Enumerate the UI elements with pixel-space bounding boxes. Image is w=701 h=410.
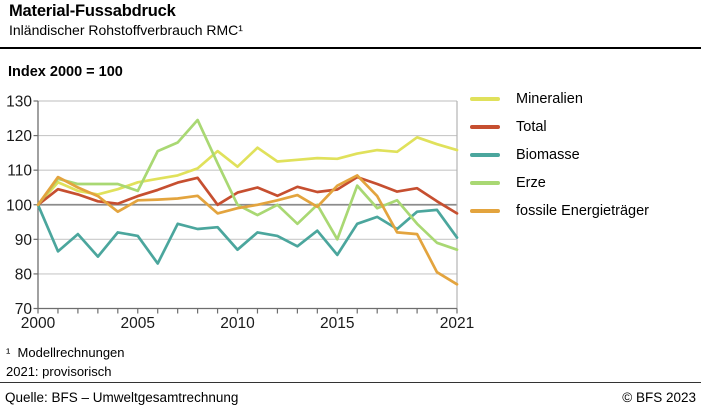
index-label: Index 2000 = 100 [8,64,123,80]
footer-divider [0,382,701,383]
erze-line-swatch [470,181,500,185]
x-tick-label: 2021 [440,315,474,332]
footnotes: ¹ Modellrechnungen 2021: provisorisch [6,343,125,381]
legend-label: fossile Energieträger [516,203,649,219]
fossile-line-swatch [470,209,500,213]
y-tick-label: 120 [6,128,32,145]
series-line-mineralien [36,135,459,207]
y-tick-label: 80 [15,266,33,283]
legend-label: Mineralien [516,91,583,107]
mineralien-line-swatch [470,97,500,101]
legend-item-mineralien: Mineralien [470,85,649,113]
legend-label: Total [516,119,547,135]
x-tick-label: 2010 [220,315,255,332]
y-tick-label: 130 [6,94,32,111]
legend-label: Erze [516,175,546,191]
x-tick-label: 2015 [320,315,354,332]
series-line-erze [36,118,459,252]
chart-legend: Mineralien Total Biomasse Erze fossile E… [470,85,649,225]
legend-item-fossile: fossile Energieträger [470,197,649,225]
footer: Quelle: BFS – Umweltgesamtrechnung © BFS… [0,390,701,405]
y-tick-label: 100 [6,197,32,214]
legend-item-total: Total [470,113,649,141]
biomasse-line-swatch [470,153,500,157]
legend-item-erze: Erze [470,169,649,197]
source-text: Quelle: BFS – Umweltgesamtrechnung [5,390,239,405]
page-subtitle: Inländischer Rohstoffverbrauch RMC¹ [9,22,243,38]
series-line-biomasse [36,203,459,265]
copyright-text: © BFS 2023 [622,390,696,405]
y-tick-label: 90 [15,232,33,249]
legend-label: Biomasse [516,147,580,163]
header-divider [0,47,701,49]
page-title: Material-Fussabdruck [9,2,176,20]
legend-item-biomasse: Biomasse [470,141,649,169]
footnote-modellrechnungen: ¹ Modellrechnungen [6,345,125,360]
series-line-total [36,175,459,215]
x-tick-label: 2005 [121,315,155,332]
footnote-provisorisch: 2021: provisorisch [6,364,112,379]
y-tick-label: 70 [15,301,33,318]
total-line-swatch [470,125,500,129]
x-tick-label: 2000 [21,315,56,332]
y-tick-label: 110 [7,163,32,180]
series-line-fossile-energietr-ger [36,174,459,286]
